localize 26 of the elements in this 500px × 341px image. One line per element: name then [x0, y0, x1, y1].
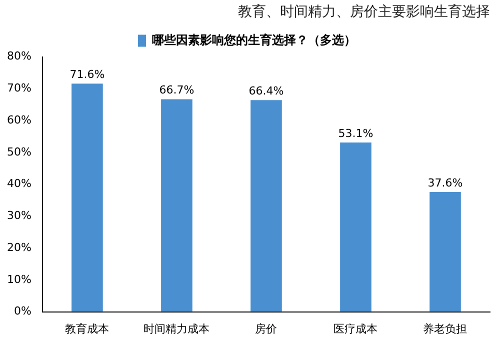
text: 53.1% — [338, 126, 374, 140]
y-tick-label: 20% — [6, 240, 32, 254]
text: 37.6% — [428, 176, 463, 190]
y-tick-label: 60% — [6, 113, 32, 126]
chart-title: 教育、时间精力、房价主要影响生育选择 — [238, 3, 490, 20]
x-tick-label: 医疗成本 — [334, 322, 378, 336]
text: 66.4% — [248, 84, 284, 98]
bar — [161, 99, 192, 312]
legend-label: 哪些因素影响您的生育选择？（多选） — [152, 32, 356, 47]
x-tick-label: 时间精力成本 — [144, 322, 210, 336]
y-tick-label: 10% — [6, 272, 32, 286]
y-tick-label: 70% — [6, 82, 32, 95]
y-tick-label: 50% — [6, 145, 32, 158]
bar — [250, 100, 282, 312]
x-tick-label: 房价 — [255, 322, 278, 336]
x-tick-label: 教育成本 — [65, 322, 110, 336]
bar — [430, 192, 461, 312]
text: 66.7% — [159, 84, 194, 97]
y-tick-label: 0% — [14, 304, 32, 318]
text: 71.6% — [70, 68, 105, 81]
y-tick-label: 30% — [6, 209, 32, 222]
x-tick-label: 养老负担 — [423, 322, 468, 336]
y-tick-label: 80% — [6, 50, 32, 63]
bar — [72, 84, 103, 312]
y-tick-label: 40% — [6, 177, 32, 190]
bar — [340, 142, 372, 312]
